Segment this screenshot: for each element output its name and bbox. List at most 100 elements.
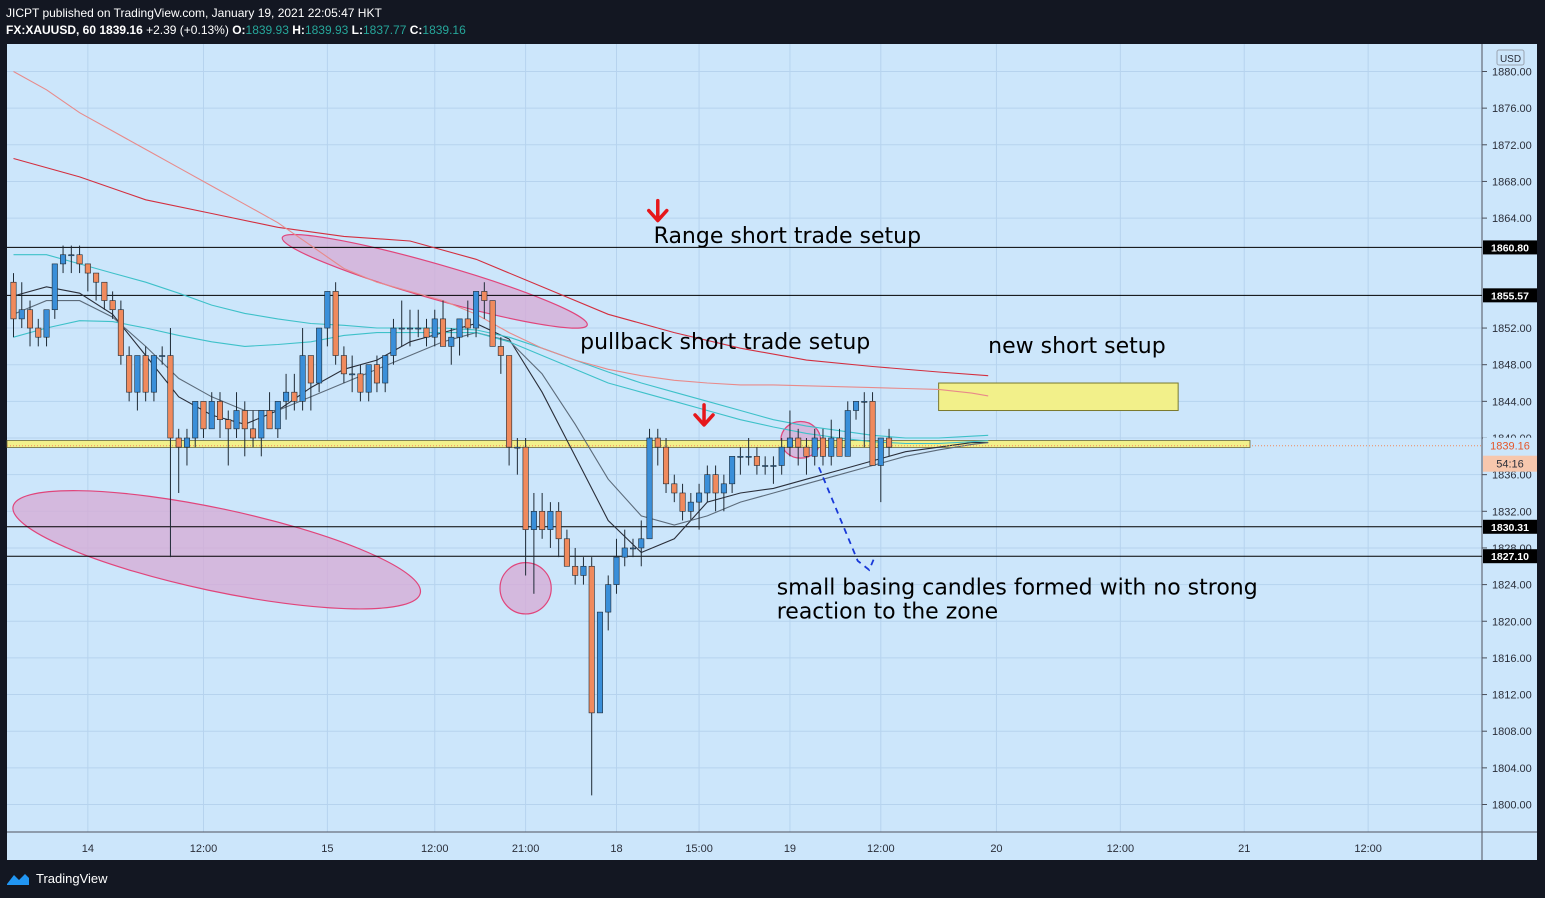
candle-body[interactable]: [745, 456, 752, 458]
down-arrow-icon[interactable]: [647, 198, 669, 223]
footer-brand[interactable]: TradingView: [6, 871, 108, 886]
candle-body[interactable]: [596, 611, 603, 714]
dashed-projection[interactable]: [818, 466, 876, 572]
candle-body[interactable]: [150, 355, 157, 393]
candle-body[interactable]: [481, 291, 488, 301]
candle-body[interactable]: [60, 254, 67, 265]
candle-body[interactable]: [35, 327, 42, 338]
candle-body[interactable]: [167, 355, 174, 439]
candle-body[interactable]: [101, 281, 108, 301]
candle-body[interactable]: [497, 346, 504, 356]
candle-body[interactable]: [431, 318, 438, 338]
candle-body[interactable]: [795, 437, 802, 448]
candle-body[interactable]: [629, 547, 636, 550]
highlight-ellipse[interactable]: [5, 466, 429, 633]
candle-body[interactable]: [332, 291, 339, 356]
currency-badge[interactable]: [1496, 49, 1525, 66]
candle-body[interactable]: [712, 474, 719, 494]
candle-body[interactable]: [737, 456, 744, 458]
candle-body[interactable]: [753, 456, 760, 466]
candle-body[interactable]: [183, 437, 190, 448]
candle-body[interactable]: [464, 318, 471, 329]
candle-body[interactable]: [621, 547, 628, 558]
candle-body[interactable]: [142, 355, 149, 393]
candle-body[interactable]: [200, 401, 207, 430]
candle-body[interactable]: [836, 437, 843, 457]
candle-body[interactable]: [27, 309, 34, 329]
candle-body[interactable]: [390, 327, 397, 356]
candle-body[interactable]: [886, 437, 893, 448]
candle-body[interactable]: [786, 437, 793, 448]
candle-body[interactable]: [340, 355, 347, 375]
candle-body[interactable]: [473, 291, 480, 329]
candle-body[interactable]: [18, 309, 25, 320]
candle-body[interactable]: [638, 538, 645, 549]
candle-body[interactable]: [671, 483, 678, 494]
candle-body[interactable]: [539, 511, 546, 530]
candle-body[interactable]: [316, 327, 323, 384]
candle-body[interactable]: [225, 419, 232, 430]
candle-body[interactable]: [357, 373, 364, 393]
candle-body[interactable]: [134, 355, 141, 393]
candle-body[interactable]: [580, 565, 587, 576]
candle-body[interactable]: [307, 355, 314, 384]
candle-body[interactable]: [679, 492, 686, 512]
candle-body[interactable]: [654, 437, 661, 448]
candle-body[interactable]: [51, 263, 58, 311]
candle-body[interactable]: [126, 355, 133, 393]
candle-body[interactable]: [877, 437, 884, 466]
candle-body[interactable]: [208, 401, 215, 430]
candle-body[interactable]: [861, 401, 868, 403]
candle-body[interactable]: [696, 492, 703, 503]
candle-body[interactable]: [175, 437, 182, 448]
candle-body[interactable]: [299, 355, 306, 402]
candle-body[interactable]: [572, 565, 579, 576]
candle-body[interactable]: [530, 511, 537, 530]
candle-body[interactable]: [365, 364, 372, 393]
candle-body[interactable]: [663, 446, 670, 485]
candle-body[interactable]: [283, 391, 290, 402]
candle-body[interactable]: [10, 281, 17, 320]
candle-body[interactable]: [489, 300, 496, 347]
candle-body[interactable]: [109, 300, 116, 311]
candle-body[interactable]: [646, 437, 653, 540]
candle-body[interactable]: [43, 309, 50, 338]
candle-body[interactable]: [76, 254, 83, 265]
down-arrow-icon[interactable]: [693, 403, 715, 427]
candle-body[interactable]: [605, 584, 612, 613]
candle-body[interactable]: [456, 318, 463, 338]
candle-body[interactable]: [423, 327, 430, 338]
candle-body[interactable]: [844, 410, 851, 457]
candle-body[interactable]: [514, 446, 521, 449]
candle-body[interactable]: [117, 309, 124, 356]
candle-body[interactable]: [349, 373, 356, 376]
candle-body[interactable]: [720, 483, 727, 494]
candle-body[interactable]: [159, 355, 166, 357]
candle-body[interactable]: [324, 291, 331, 329]
candle-body[interactable]: [803, 446, 810, 457]
candle-body[interactable]: [233, 410, 240, 430]
candle-body[interactable]: [258, 410, 265, 439]
candle-body[interactable]: [398, 327, 405, 330]
candle-body[interactable]: [853, 401, 860, 411]
candle-body[interactable]: [588, 565, 595, 714]
candle-body[interactable]: [778, 446, 785, 466]
candle-body[interactable]: [729, 456, 736, 485]
candle-body[interactable]: [563, 538, 570, 567]
candle-body[interactable]: [687, 501, 694, 512]
candle-body[interactable]: [291, 391, 298, 402]
candle-body[interactable]: [274, 401, 281, 430]
candle-body[interactable]: [770, 465, 777, 467]
candle-body[interactable]: [192, 401, 199, 439]
candle-body[interactable]: [93, 272, 100, 283]
candle-body[interactable]: [704, 474, 711, 494]
candle-body[interactable]: [84, 263, 91, 274]
candle-body[interactable]: [415, 327, 422, 330]
candle-body[interactable]: [819, 437, 826, 457]
candle-body[interactable]: [250, 428, 257, 439]
candle-body[interactable]: [440, 318, 447, 347]
support-zone[interactable]: [6, 440, 1251, 448]
candle-body[interactable]: [828, 437, 835, 457]
candle-body[interactable]: [406, 327, 413, 330]
